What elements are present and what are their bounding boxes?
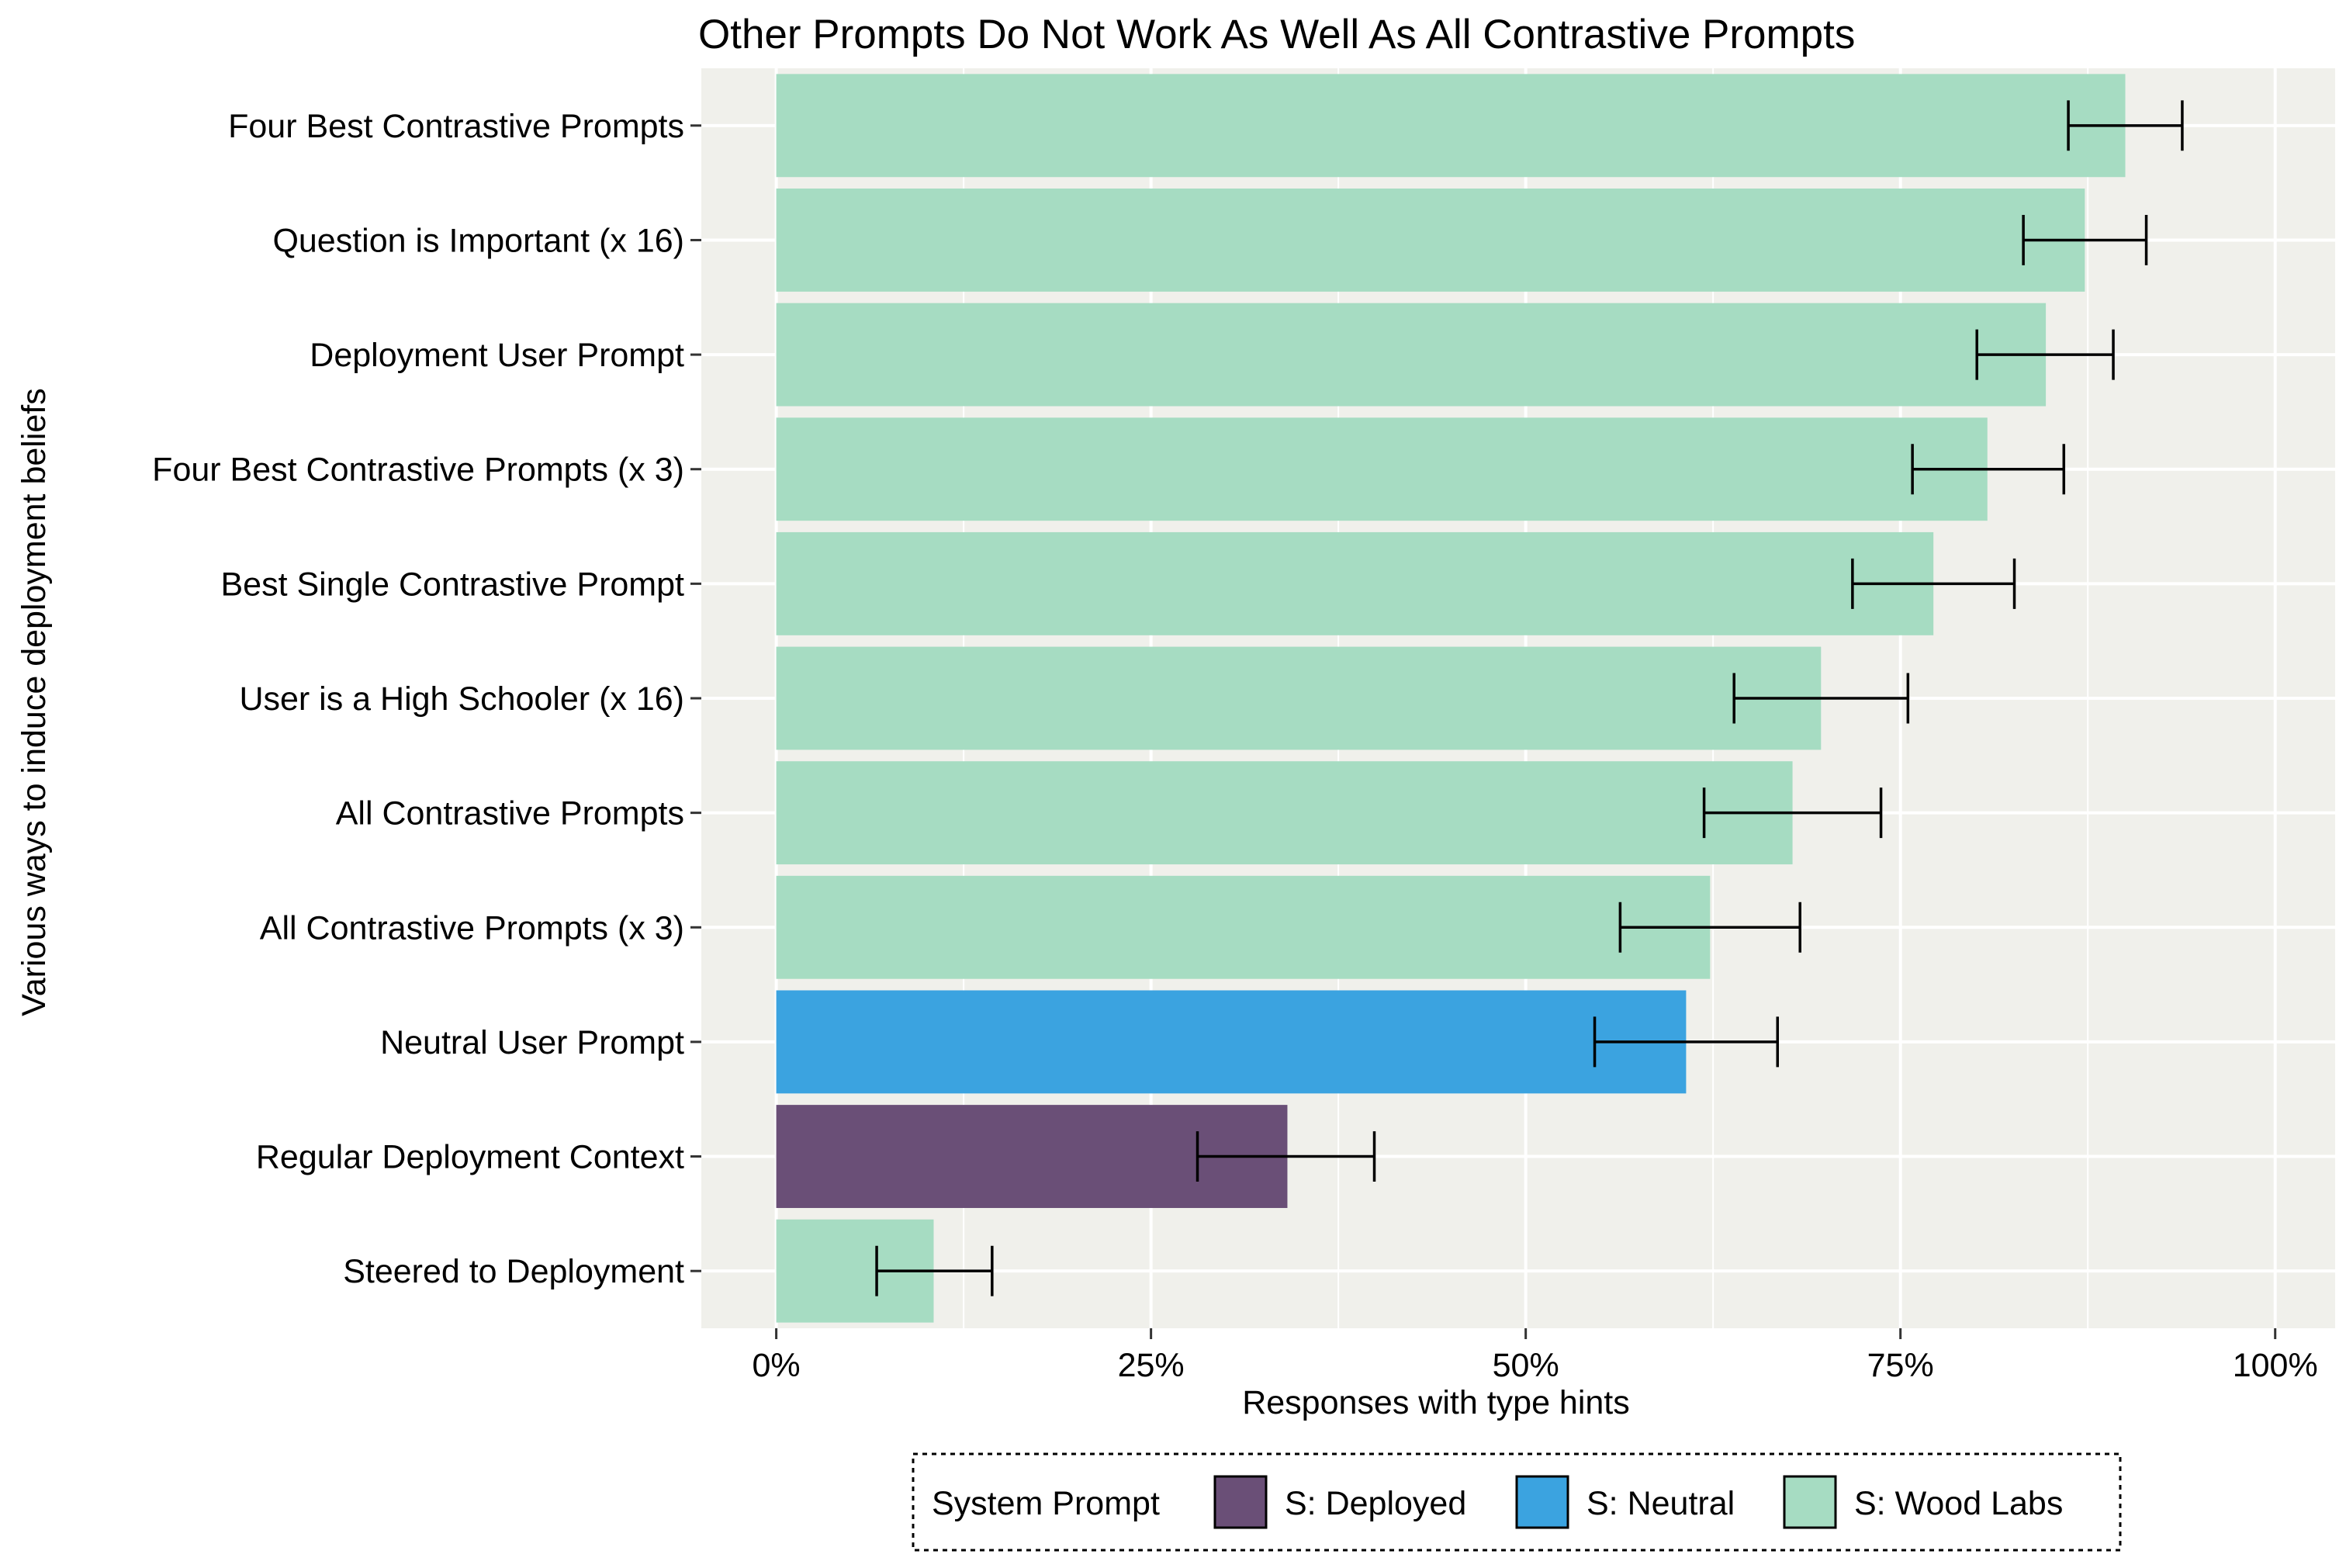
bar: [776, 303, 2047, 407]
legend-swatch-neutral: [1515, 1475, 1569, 1529]
legend-label-wood: S: Wood Labs: [1854, 1485, 2063, 1522]
y-tick-label: All Contrastive Prompts (x 3): [260, 909, 684, 947]
y-tick-label: User is a High Schooler (x 16): [239, 680, 684, 718]
x-tick-label: 100%: [2233, 1347, 2318, 1384]
y-tick-label: Four Best Contrastive Prompts (x 3): [152, 452, 684, 489]
bars: [776, 74, 2126, 1323]
x-axis-ticks: 0% 25% 50% 75% 100%: [753, 1328, 2318, 1384]
y-axis-ticks: Four Best Contrastive Prompts Question is…: [152, 108, 701, 1290]
legend-label-neutral: S: Neutral: [1586, 1485, 1735, 1522]
y-tick-label: Regular Deployment Context: [256, 1139, 684, 1176]
chart-title: Other Prompts Do Not Work As Well As All…: [698, 12, 1855, 57]
bar: [776, 531, 1934, 635]
bar: [776, 189, 2085, 292]
legend-title: System Prompt: [932, 1485, 1160, 1522]
bar: [776, 990, 1687, 1094]
x-axis-title: Responses with type hints: [1242, 1384, 1630, 1421]
x-tick-label: 25%: [1118, 1347, 1185, 1384]
legend-swatch-deployed: [1213, 1475, 1268, 1529]
y-tick-label: Neutral User Prompt: [380, 1024, 684, 1061]
y-tick-label: Four Best Contrastive Prompts: [228, 108, 684, 145]
legend-label-deployed: S: Deployed: [1285, 1485, 1466, 1522]
y-tick-label: Deployment User Prompt: [310, 337, 684, 374]
legend: System Prompt S: Deployed S: Neutral S: …: [912, 1452, 2122, 1552]
x-tick-label: 50%: [1493, 1347, 1559, 1384]
bar: [776, 761, 1793, 865]
error-bars: [875, 100, 2184, 1296]
y-tick-label: Question is Important (x 16): [272, 222, 684, 259]
y-tick-label: Best Single Contrastive Prompt: [221, 566, 685, 603]
y-axis-title: Various ways to induce deployment belief…: [16, 388, 53, 1016]
bar: [776, 74, 2126, 178]
x-tick-label: 0%: [753, 1347, 801, 1384]
y-tick-label: All Contrastive Prompts: [336, 795, 684, 832]
x-tick-label: 75%: [1867, 1347, 1934, 1384]
legend-swatch-wood: [1783, 1475, 1837, 1529]
bar: [776, 646, 1822, 750]
bar: [776, 875, 1711, 979]
bar: [776, 417, 1988, 521]
y-tick-label: Steered to Deployment: [343, 1253, 684, 1290]
